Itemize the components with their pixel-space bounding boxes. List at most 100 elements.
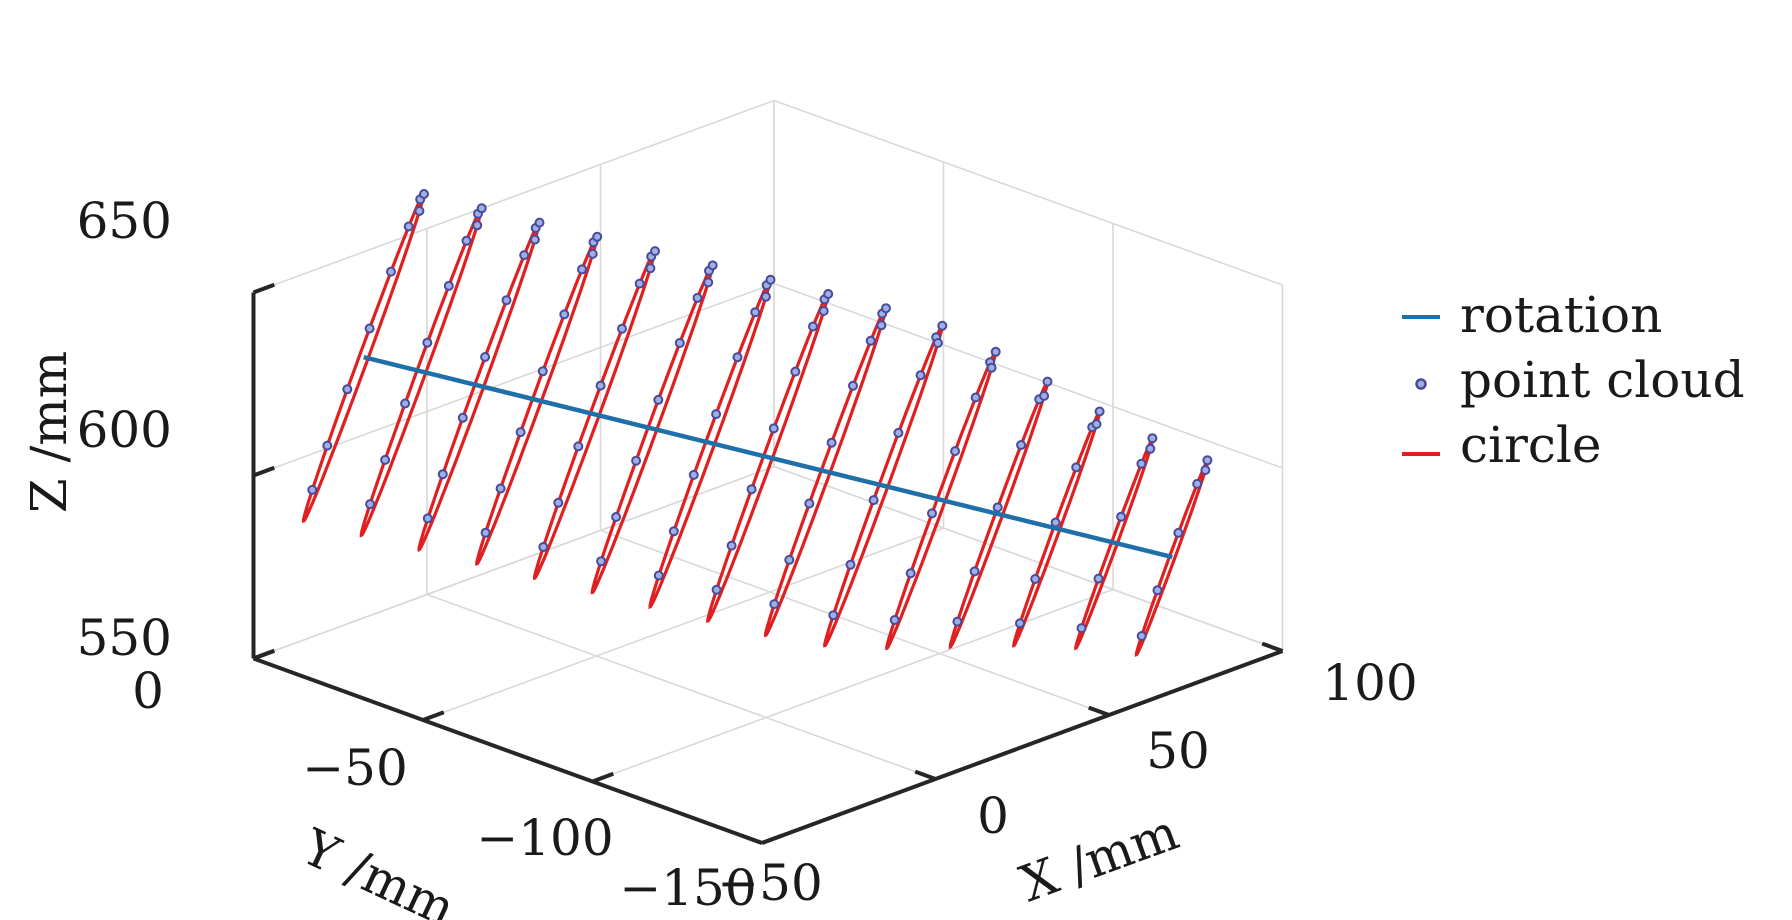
point-cloud-point bbox=[577, 264, 587, 275]
circles-layer bbox=[301, 190, 1210, 657]
legend-point-cloud-label: point cloud bbox=[1460, 351, 1745, 409]
point-cloud-point bbox=[553, 497, 564, 508]
point-cloud-point bbox=[750, 307, 761, 318]
point-cloud-point bbox=[386, 266, 396, 277]
point-cloud-point bbox=[952, 616, 963, 627]
x-axis-line bbox=[761, 649, 1284, 845]
point-cloud-point bbox=[307, 484, 318, 495]
fitted-circle bbox=[359, 205, 484, 538]
point-cloud-point bbox=[437, 469, 448, 480]
point-cloud-point bbox=[765, 274, 776, 285]
point-cloud-point bbox=[476, 203, 487, 214]
point-cloud-point bbox=[1147, 433, 1158, 444]
point-cloud-point bbox=[457, 412, 468, 423]
point-cloud-point bbox=[1039, 390, 1050, 401]
x-axis-label: X /mm bbox=[1013, 803, 1186, 913]
point-cloud-point bbox=[804, 498, 815, 509]
grid-line bbox=[600, 529, 1110, 716]
point-cloud-point bbox=[645, 263, 656, 274]
point-cloud-point bbox=[587, 248, 598, 259]
point-cloud-point bbox=[1042, 376, 1053, 387]
point-cloud-point bbox=[634, 278, 645, 289]
point-cloud-point bbox=[1016, 440, 1027, 450]
grid-line bbox=[253, 99, 775, 294]
point-cloud-point bbox=[364, 323, 375, 334]
point-cloud-point bbox=[808, 321, 818, 332]
point-cloud-point bbox=[1173, 527, 1184, 538]
point-cloud-point bbox=[711, 584, 722, 595]
point-cloud-point bbox=[1094, 406, 1105, 417]
y-axis-label: Y /mm bbox=[293, 818, 464, 920]
grid-line bbox=[422, 527, 944, 721]
fitted-circle bbox=[590, 262, 715, 595]
point-cloud-point bbox=[403, 221, 414, 232]
fitted-circle bbox=[823, 323, 944, 648]
point-cloud-point bbox=[992, 502, 1003, 513]
fitted-circle bbox=[1134, 457, 1210, 657]
fitted-circle bbox=[1012, 409, 1102, 648]
point-cloud-point bbox=[653, 570, 664, 581]
point-cloud-point bbox=[461, 235, 472, 246]
point-cloud-point bbox=[365, 499, 376, 510]
z-tick-label: 650 bbox=[77, 192, 172, 250]
point-cloud-point bbox=[732, 352, 743, 363]
x-tick-label: 0 bbox=[977, 787, 1009, 845]
point-cloud-point bbox=[726, 540, 737, 551]
fitted-circle bbox=[417, 219, 541, 553]
point-cloud-point bbox=[746, 484, 757, 495]
point-cloud-point bbox=[818, 306, 829, 316]
legend-point-cloud-swatch bbox=[1415, 378, 1427, 390]
point-cloud-point bbox=[1200, 465, 1211, 476]
point-cloud-point bbox=[848, 380, 858, 391]
point-cloud-point bbox=[631, 455, 642, 466]
point-cloud-point bbox=[472, 220, 483, 231]
point-cloud-point bbox=[322, 440, 333, 451]
point-cloud-point bbox=[534, 217, 545, 228]
grid-line bbox=[253, 465, 775, 660]
point-cloud-point bbox=[826, 437, 837, 448]
point-cloud-point bbox=[707, 260, 718, 271]
grid-line bbox=[773, 465, 1283, 652]
y-tick-mark bbox=[761, 833, 784, 845]
point-cloud-point bbox=[480, 527, 491, 538]
fitted-circle bbox=[301, 190, 426, 524]
x-tick-label: 100 bbox=[1322, 654, 1417, 712]
point-cloud-point bbox=[950, 446, 961, 457]
x-tick-mark bbox=[1261, 641, 1284, 653]
legend: rotation point cloud circle bbox=[1402, 286, 1745, 474]
point-cloud-point bbox=[380, 454, 391, 465]
legend-rotation-label: rotation bbox=[1460, 286, 1662, 344]
grid-line bbox=[592, 588, 1114, 783]
z-tick-mark bbox=[252, 282, 275, 295]
fitted-circle bbox=[764, 305, 888, 638]
point-cloud-point bbox=[422, 513, 433, 524]
point-cloud-point bbox=[1030, 574, 1041, 584]
point-cloud-point bbox=[769, 599, 780, 610]
point-cloud-point bbox=[823, 289, 834, 299]
point-cloud-point bbox=[881, 303, 891, 314]
point-cloud-point bbox=[519, 250, 530, 261]
fitted-circle bbox=[475, 234, 599, 566]
point-cloud-point bbox=[1192, 478, 1203, 489]
point-cloud-point bbox=[529, 234, 540, 245]
point-cloud-point bbox=[1145, 443, 1156, 454]
point-cloud-point bbox=[1136, 631, 1147, 641]
x-tick-mark bbox=[1088, 705, 1110, 717]
point-cloud-point bbox=[711, 409, 722, 420]
z-tick-label: 550 bbox=[77, 609, 172, 667]
y-axis-line bbox=[252, 656, 763, 845]
point-cloud-point bbox=[970, 392, 981, 403]
point-cloud-point bbox=[692, 292, 703, 303]
point-cloud-point bbox=[595, 380, 606, 391]
point-cloud-point bbox=[414, 206, 425, 216]
point-cloud-layer bbox=[307, 189, 1213, 641]
point-cloud-point bbox=[592, 231, 603, 242]
fitted-circle bbox=[706, 291, 830, 623]
fitted-circle bbox=[948, 379, 1050, 650]
point-cloud-point bbox=[1071, 462, 1082, 473]
point-cloud-point bbox=[1076, 623, 1087, 634]
point-cloud-point bbox=[1152, 585, 1163, 596]
y-tick-mark bbox=[591, 771, 614, 784]
point-cloud-point bbox=[443, 280, 454, 291]
